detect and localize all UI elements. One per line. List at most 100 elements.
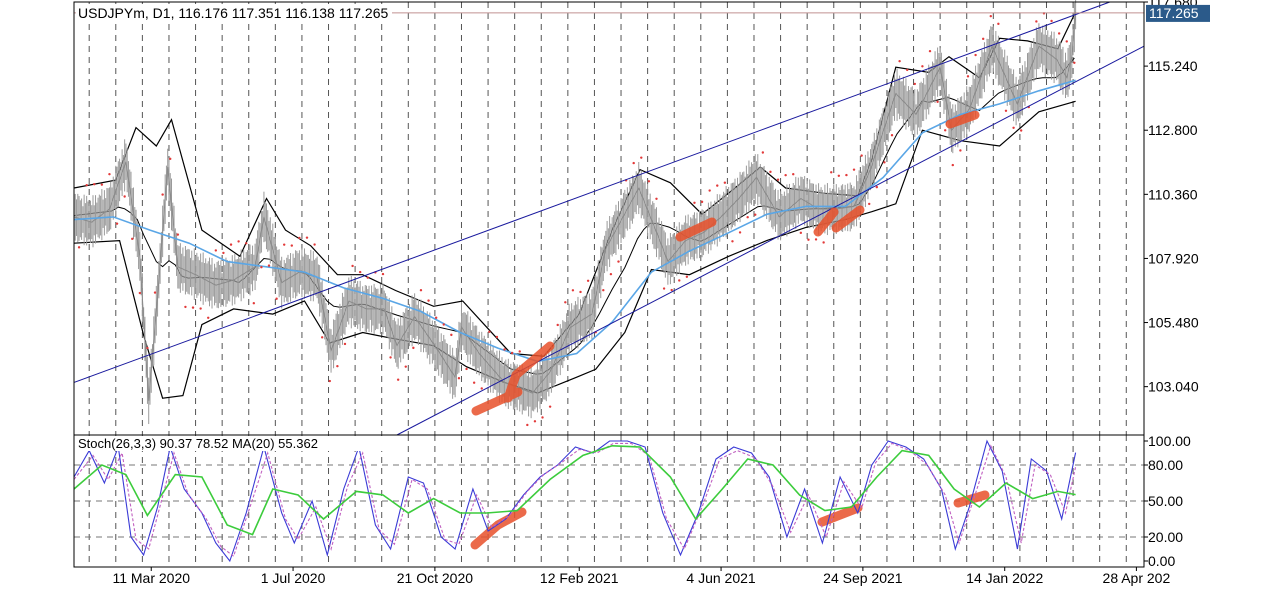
sar-dot — [564, 301, 567, 304]
sar-dot — [731, 240, 734, 243]
sar-dot — [115, 222, 119, 225]
sar-dot — [951, 163, 954, 167]
sar-dot — [640, 156, 643, 159]
sar-dot — [792, 172, 795, 176]
sar-dot — [184, 305, 187, 309]
y-tick-label: 115.240 — [1148, 58, 1198, 74]
sar-dot — [906, 68, 909, 72]
sar-dot — [138, 291, 142, 295]
sar-dot — [959, 149, 962, 152]
sar-dot — [1004, 109, 1008, 112]
sar-dot — [320, 336, 324, 339]
sar-dot — [85, 183, 88, 187]
labels: USDJPYm, D1, 116.176 117.351 116.138 117… — [76, 4, 1210, 451]
sar-dot — [290, 244, 293, 247]
title-bg — [76, 4, 392, 21]
x-tick-label: 11 Mar 2020 — [112, 570, 190, 586]
parabolic-sar — [77, 12, 1076, 427]
sar-dot — [77, 246, 81, 249]
sar-dot — [989, 14, 992, 18]
x-tick-label: 21 Oct 2020 — [397, 570, 473, 586]
stoch-y-tick-label: 100.00 — [1148, 433, 1191, 449]
sar-dot — [837, 174, 841, 177]
sar-dot — [472, 381, 476, 384]
sar-dot — [488, 330, 491, 334]
current-price-tag — [1146, 4, 1210, 22]
y-tick-label: 105.480 — [1148, 315, 1199, 331]
sar-dot — [1035, 20, 1038, 23]
sar-dot — [997, 22, 1000, 26]
sar-dot — [685, 275, 689, 278]
sar-dot — [754, 213, 757, 216]
sar-dot — [252, 301, 256, 305]
sar-dot — [465, 367, 468, 371]
sar-dot — [632, 161, 635, 165]
sar-dot — [966, 75, 970, 78]
sar-dot — [207, 316, 210, 319]
sar-dot — [822, 241, 825, 244]
sar-dot — [769, 170, 772, 174]
sar-dot — [434, 316, 438, 319]
sar-dot — [602, 289, 605, 292]
sar-dot — [678, 279, 681, 282]
stoch-title: Stoch(26,3,3) 90.37 78.52 MA(20) 55.362 — [78, 436, 318, 451]
trendline — [73, 1, 1110, 383]
moving-average-line — [73, 79, 1076, 363]
sar-dot — [146, 346, 149, 350]
sar-dot — [807, 238, 810, 241]
sar-dot — [617, 260, 620, 263]
sar-dot — [875, 185, 879, 189]
sar-dot — [328, 379, 331, 383]
sar-dot — [427, 299, 430, 302]
sar-dot — [708, 189, 711, 192]
sar-dot — [214, 249, 218, 252]
stoch-y-tick-label: 0.00 — [1148, 553, 1175, 569]
sar-dot — [404, 365, 407, 368]
lower-band — [73, 100, 1076, 399]
sar-dot — [495, 335, 499, 339]
sar-dot — [943, 129, 947, 132]
annotation-stroke — [813, 205, 865, 237]
sar-dot — [343, 342, 347, 346]
sar-dot — [260, 266, 263, 269]
y-tick-label: 112.800 — [1148, 122, 1198, 138]
hand-drawn-annotations — [470, 110, 990, 550]
stoch-ma-line — [73, 444, 1076, 536]
sar-dot — [716, 184, 719, 187]
sar-dot — [974, 53, 977, 57]
stoch-y-tick-label: 80.00 — [1148, 457, 1183, 473]
close-line — [73, 12, 1077, 401]
main-chart-title: USDJPYm, D1, 116.176 117.351 116.138 117… — [78, 5, 389, 21]
sar-dot — [609, 272, 613, 276]
sar-dot — [237, 240, 240, 243]
sar-dot — [396, 378, 400, 381]
price-series — [73, 0, 1077, 425]
sar-dot — [662, 287, 666, 290]
sar-dot — [723, 181, 727, 184]
annotation-stroke — [817, 503, 863, 527]
sar-dot — [548, 405, 552, 408]
sar-dot — [442, 323, 445, 326]
sar-dot — [860, 154, 863, 157]
sar-dot — [526, 423, 529, 427]
sar-dot — [738, 231, 742, 234]
annotation-stroke — [945, 110, 980, 129]
sar-dot — [298, 236, 301, 240]
sar-dot — [845, 173, 848, 177]
stoch-signal-line — [73, 442, 1077, 558]
sar-dot — [799, 231, 803, 235]
sar-dot — [655, 197, 658, 200]
x-tick-label: 24 Sep 2021 — [823, 570, 903, 586]
sar-dot — [153, 291, 157, 294]
sar-dot — [898, 59, 901, 63]
stoch-y-tick-label: 50.00 — [1148, 493, 1183, 509]
sar-dot — [358, 270, 362, 274]
sar-dot — [868, 202, 871, 206]
sar-dot — [533, 420, 537, 423]
sar-dot — [670, 288, 673, 292]
sar-dot — [169, 157, 172, 161]
sar-dot — [389, 356, 392, 359]
sar-dot — [852, 168, 856, 171]
sar-dot — [199, 307, 202, 310]
